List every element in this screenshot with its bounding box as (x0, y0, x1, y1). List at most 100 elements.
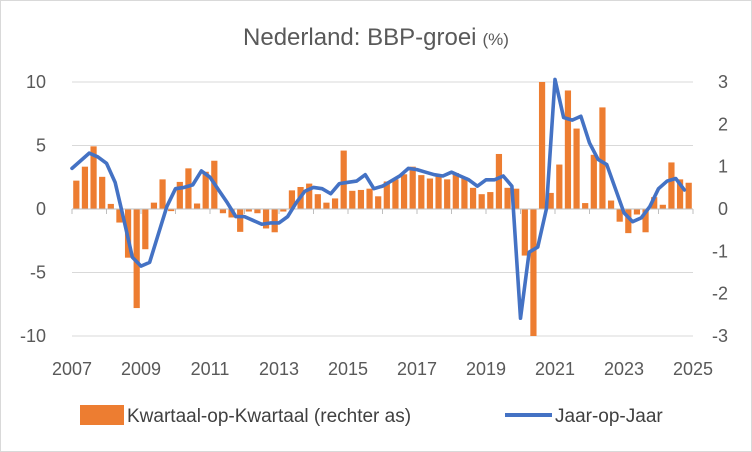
bar-38 (400, 174, 408, 209)
bar-59 (582, 203, 589, 209)
bar-48 (487, 192, 494, 209)
bar-67 (651, 197, 658, 209)
bar-56 (556, 164, 563, 209)
left-tick-label-2: 0 (36, 199, 46, 219)
chart-title: Nederland: BBP-groei (%) (243, 24, 509, 51)
chart-title-text: Nederland: BBP-groei (243, 24, 476, 51)
x-tick-label-4: 2015 (328, 359, 368, 379)
right-tick-label-0: -3 (712, 326, 728, 346)
bar-5 (116, 209, 123, 223)
bar-40 (418, 175, 425, 209)
x-tick-label-9: 2025 (673, 359, 713, 379)
bar-64 (625, 209, 632, 234)
bar-71 (685, 182, 692, 209)
bar-69 (668, 162, 675, 209)
bar-36 (383, 181, 390, 209)
line-series (70, 77, 687, 321)
x-tick-label-8: 2023 (604, 359, 644, 379)
bar-19 (237, 209, 244, 232)
bar-66 (642, 209, 649, 233)
bar-3 (99, 176, 106, 209)
bar-21 (254, 209, 261, 214)
bar-17 (219, 209, 227, 214)
bar-43 (444, 179, 451, 209)
bar-7 (133, 209, 140, 309)
bar-70 (676, 179, 684, 209)
x-tick-label-1: 2009 (121, 359, 161, 379)
left-tick-label-3: 5 (36, 136, 46, 156)
bar-46 (469, 187, 477, 209)
bar-41 (426, 178, 434, 209)
bar-13 (185, 168, 192, 209)
bar-9 (150, 202, 158, 209)
bar-39 (409, 166, 416, 209)
legend: Kwartaal-op-Kwartaal (rechter as) Jaar-o… (80, 405, 663, 427)
left-tick-label-4: 10 (26, 72, 46, 92)
right-tick-label-1: -2 (712, 284, 728, 304)
bar-58 (573, 128, 580, 209)
bar-34 (366, 188, 373, 209)
bar-42 (435, 175, 442, 209)
left-tick-label-0: -10 (20, 326, 46, 346)
right-tick-label-3: 0 (718, 199, 728, 219)
bar-29 (323, 202, 330, 209)
bar-15 (202, 171, 209, 209)
right-tick-label-5: 2 (718, 114, 728, 134)
bar-24 (280, 209, 287, 212)
right-axis-ticks: -3 -2 -1 0 1 2 3 (712, 72, 728, 346)
bar-30 (331, 198, 339, 209)
legend-line-label: Jaar-op-Jaar (555, 406, 663, 427)
bar-8 (142, 209, 149, 250)
bar-54 (538, 82, 546, 209)
bar-61 (599, 107, 606, 209)
bar-25 (288, 190, 296, 209)
bar-11 (168, 209, 175, 212)
bar-10 (159, 179, 166, 209)
right-tick-label-4: 1 (718, 157, 728, 177)
bar-52 (521, 209, 528, 256)
yoy-line (70, 77, 687, 321)
bar-2 (90, 146, 97, 209)
bar-28 (314, 194, 321, 209)
legend-bar-swatch (80, 405, 124, 425)
bar-18 (228, 209, 235, 218)
bar-68 (659, 204, 666, 209)
bar-20 (245, 209, 252, 212)
bar-55 (547, 192, 554, 209)
x-tick-label-0: 2007 (52, 359, 92, 379)
x-tick-label-2: 2011 (191, 359, 230, 379)
x-tick-label-7: 2021 (535, 359, 575, 379)
bar-63 (616, 209, 623, 222)
bar-1 (81, 166, 89, 209)
bar-31 (340, 150, 347, 209)
bar-32 (349, 190, 356, 209)
bar-37 (392, 179, 399, 209)
bar-50 (504, 187, 511, 209)
gridlines (72, 81, 693, 337)
bar-57 (564, 90, 572, 209)
legend-bar-label: Kwartaal-op-Kwartaal (rechter as) (127, 406, 411, 427)
x-axis-ticks: 2007 2009 2011 2013 2015 2017 2019 2021 2023 2025 (52, 359, 713, 379)
bar-60 (590, 154, 597, 209)
x-tick-label-6: 2019 (466, 359, 506, 379)
x-tick-label-5: 2017 (397, 359, 437, 379)
bar-22 (262, 209, 270, 229)
bar-51 (513, 188, 520, 209)
bar-35 (375, 196, 382, 209)
left-tick-label-1: -5 (30, 263, 46, 283)
x-tick-label-3: 2013 (259, 359, 299, 379)
right-tick-label-6: 3 (718, 72, 728, 92)
bar-45 (461, 177, 468, 209)
bar-62 (607, 200, 615, 209)
zero-axis (71, 208, 694, 214)
left-axis-ticks: -10 -5 0 5 10 (20, 72, 46, 346)
bar-4 (107, 203, 114, 209)
bar-44 (452, 173, 459, 209)
chart-title-unit: (%) (483, 30, 509, 49)
bar-14 (193, 203, 201, 209)
bar-53 (530, 209, 537, 336)
bar-0 (73, 180, 80, 209)
bar-65 (633, 209, 641, 215)
right-tick-label-2: -1 (712, 241, 728, 261)
